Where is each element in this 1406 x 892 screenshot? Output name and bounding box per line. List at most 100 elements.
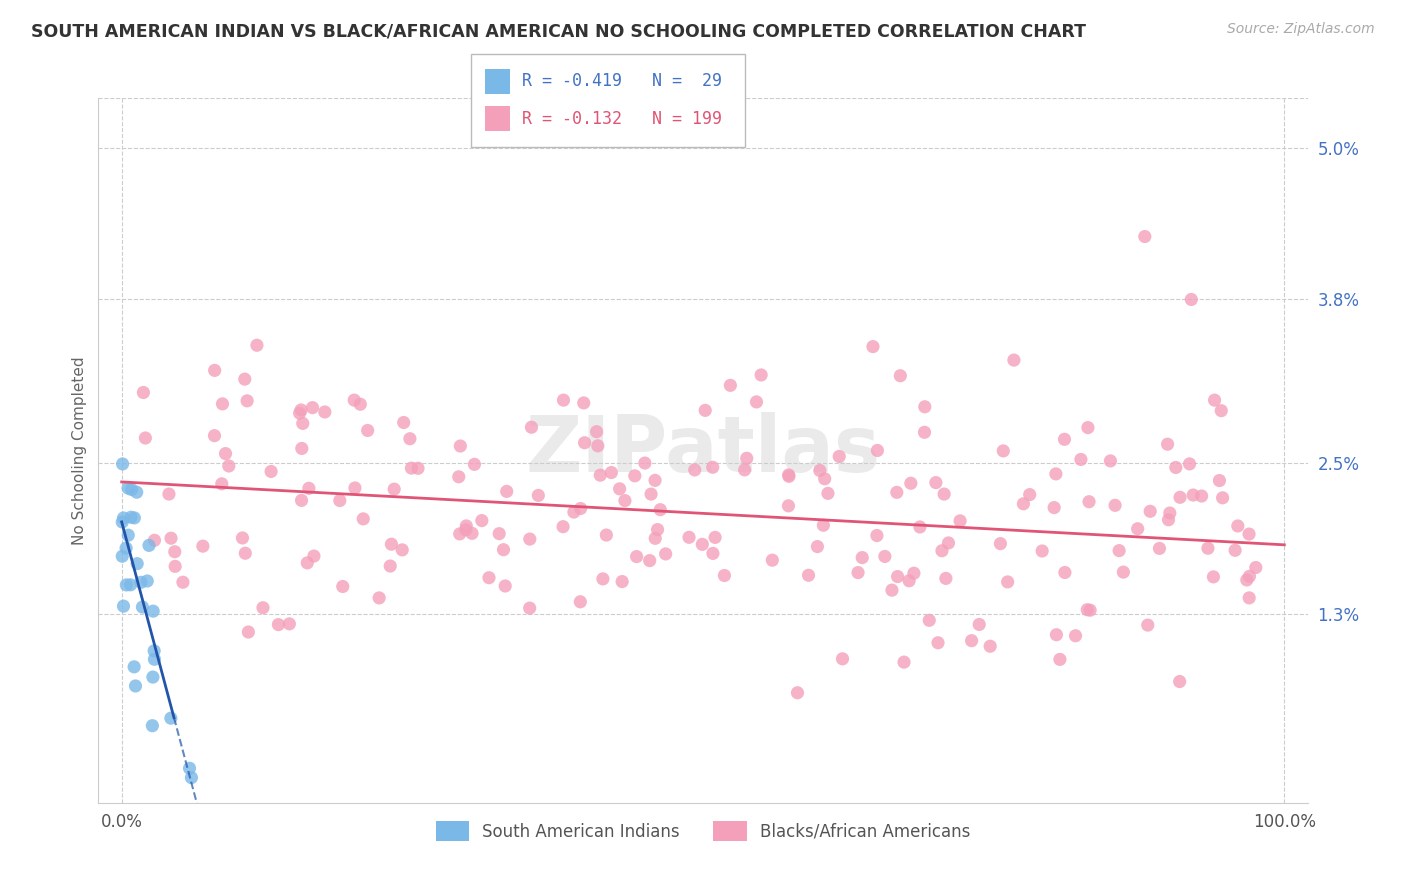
Point	[817, 486, 839, 500]
Point	[211, 397, 233, 411]
Point	[586, 439, 609, 453]
Point	[990, 536, 1012, 550]
Point	[609, 482, 631, 496]
Point	[1204, 393, 1226, 408]
Point	[329, 493, 352, 508]
Point	[778, 467, 800, 482]
Point	[278, 616, 301, 631]
Point	[302, 549, 325, 563]
Point	[745, 395, 768, 409]
Point	[914, 400, 936, 414]
Point	[713, 568, 735, 582]
Point	[1108, 543, 1130, 558]
Point	[761, 553, 783, 567]
Point	[1202, 570, 1225, 584]
Point	[1112, 565, 1135, 579]
Point	[647, 523, 669, 537]
Point	[125, 485, 148, 500]
Point	[1237, 591, 1260, 605]
Point	[380, 559, 402, 574]
Point	[142, 670, 165, 684]
Point	[165, 559, 187, 574]
Point	[519, 601, 541, 615]
Point	[851, 550, 873, 565]
Point	[143, 644, 166, 658]
Point	[519, 532, 541, 546]
Point	[997, 574, 1019, 589]
Point	[143, 533, 166, 548]
Point	[463, 458, 485, 472]
Point	[846, 566, 869, 580]
Point	[204, 428, 226, 442]
Point	[1018, 487, 1040, 501]
Point	[1002, 353, 1025, 368]
Point	[551, 519, 574, 533]
Point	[160, 711, 183, 725]
Point	[1159, 506, 1181, 520]
Point	[938, 536, 960, 550]
Point	[572, 396, 595, 410]
Point	[1178, 457, 1201, 471]
Point	[160, 531, 183, 545]
Point	[233, 372, 256, 386]
Point	[392, 416, 415, 430]
Point	[828, 450, 851, 464]
Point	[914, 425, 936, 440]
Point	[634, 456, 657, 470]
Point	[527, 488, 550, 502]
Point	[654, 547, 676, 561]
Point	[180, 771, 202, 785]
Point	[1077, 420, 1099, 434]
Point	[1168, 491, 1191, 505]
Point	[886, 485, 908, 500]
Point	[238, 625, 260, 640]
Point	[122, 660, 145, 674]
Point	[356, 424, 378, 438]
Point	[267, 617, 290, 632]
Point	[562, 505, 585, 519]
Point	[831, 652, 853, 666]
Point	[124, 679, 146, 693]
Point	[447, 470, 470, 484]
Point	[866, 443, 889, 458]
Point	[214, 446, 236, 460]
Point	[471, 514, 494, 528]
Point	[1053, 566, 1076, 580]
Point	[131, 600, 153, 615]
Point	[808, 463, 831, 477]
Point	[1045, 467, 1067, 481]
Point	[650, 502, 672, 516]
Point	[1180, 293, 1202, 307]
Point	[553, 393, 575, 408]
Point	[291, 442, 314, 456]
Point	[683, 463, 706, 477]
Point	[862, 340, 884, 354]
Point	[211, 476, 233, 491]
Point	[644, 474, 666, 488]
Point	[1076, 603, 1098, 617]
Point	[290, 403, 312, 417]
Point	[1049, 652, 1071, 666]
Point	[454, 523, 477, 537]
Point	[111, 515, 134, 529]
Point	[967, 617, 990, 632]
Y-axis label: No Schooling Completed: No Schooling Completed	[72, 356, 87, 545]
Point	[1197, 541, 1219, 556]
Point	[1236, 573, 1258, 587]
Point	[626, 549, 648, 564]
Point	[179, 761, 201, 775]
Point	[134, 431, 156, 445]
Point	[132, 385, 155, 400]
Point	[301, 401, 323, 415]
Point	[695, 403, 717, 417]
Point	[314, 405, 336, 419]
Point	[127, 557, 149, 571]
Point	[569, 595, 592, 609]
Point	[613, 493, 636, 508]
Point	[1136, 618, 1159, 632]
Point	[290, 493, 312, 508]
Point	[797, 568, 820, 582]
Point	[141, 719, 163, 733]
Point	[960, 633, 983, 648]
Point	[382, 482, 405, 496]
